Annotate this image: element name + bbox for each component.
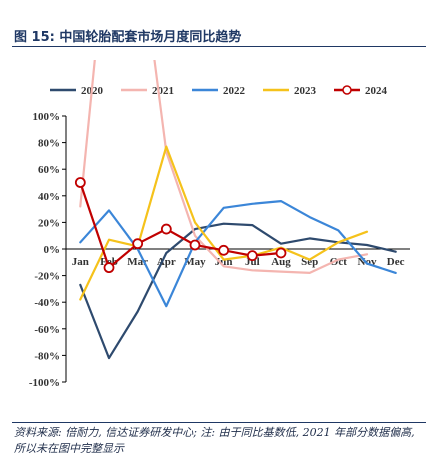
y-tick-label: 60% (38, 164, 60, 176)
y-tick-label: -60% (34, 324, 60, 336)
y-axis-ticks: 100% 80% 60% 40% 20% 0% -20% -40% -60% -80% -100% (29, 111, 66, 389)
series-line-2023 (79, 145, 369, 301)
figure-title: 图 15: 中国轮胎配套市场月度同比趋势 (14, 30, 242, 45)
chart-legend: 2020 2021 2022 2023 2024 (50, 85, 388, 97)
series-line-2021 (79, 60, 369, 274)
data-point-2024 (275, 247, 287, 259)
y-tick-label: -80% (34, 350, 60, 362)
y-tick-label: -40% (34, 297, 60, 309)
footnote-rule (12, 422, 426, 423)
line-chart: 2020 2021 2022 2023 2024 100%80%60%40%20%0%-… (29, 60, 410, 389)
legend-label: 2024 (365, 85, 388, 97)
data-point-2024 (189, 239, 201, 251)
y-tick-label: 100% (33, 111, 61, 123)
series-markers (74, 177, 287, 274)
source-footnote: 资料来源: 倍耐力, 信达证券研发中心; 注: 由于同比基数低, 2021 年部… (14, 426, 415, 455)
title-rule (12, 46, 426, 47)
legend-marker (342, 85, 352, 95)
y-tick-label: -20% (34, 271, 60, 283)
x-tick-label: May (184, 256, 206, 268)
y-tick-label: 20% (38, 217, 60, 229)
data-point-2024 (132, 238, 144, 250)
series-lines (79, 60, 397, 360)
y-tick-label: 40% (38, 191, 60, 203)
data-point-2024 (246, 250, 258, 262)
y-tick-label: -100% (29, 377, 60, 389)
legend-label: 2022 (223, 85, 246, 97)
data-point-2024 (74, 177, 86, 188)
series-line-2020 (79, 222, 397, 360)
data-point-2024 (160, 223, 172, 235)
y-tick-label: 80% (38, 138, 60, 150)
x-tick-label: Aug (271, 256, 291, 268)
data-point-2024 (218, 244, 230, 256)
legend-label: 2021 (152, 85, 174, 97)
y-tick-label: 0% (44, 244, 61, 256)
x-tick-label: Jan (72, 256, 89, 268)
legend-label: 2023 (294, 85, 317, 97)
x-tick-label: Dec (387, 256, 405, 268)
data-point-2024 (103, 262, 115, 274)
